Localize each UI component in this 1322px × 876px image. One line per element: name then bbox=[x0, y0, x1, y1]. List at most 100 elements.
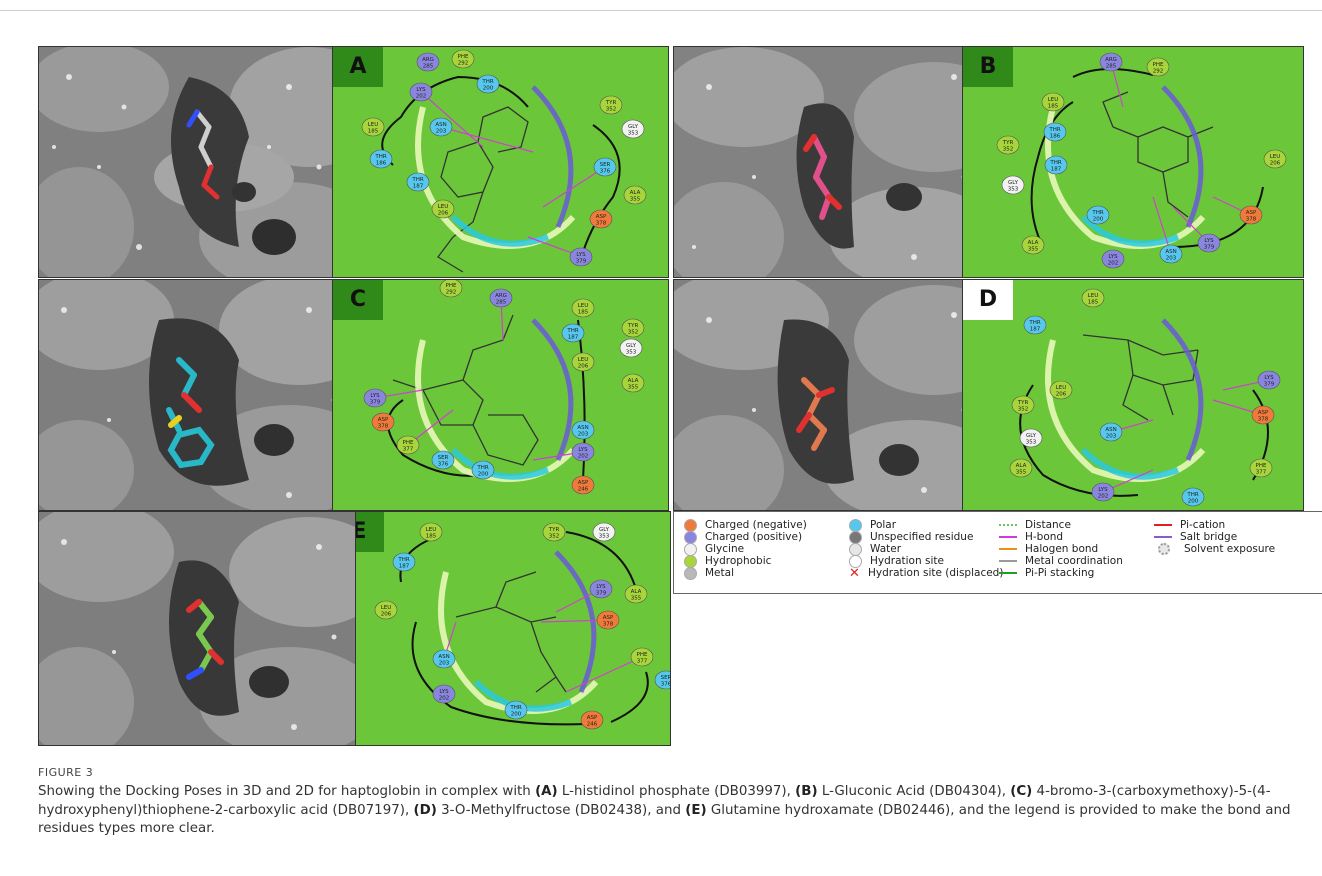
residue-code: ASN bbox=[1105, 427, 1116, 433]
residue-number: 202 bbox=[1098, 494, 1109, 500]
legend-item-interaction: H-bond bbox=[999, 531, 1063, 543]
residue-number: 187 bbox=[413, 184, 424, 190]
legend-item-residue: Water bbox=[849, 542, 901, 556]
panel-a-label: A bbox=[333, 47, 383, 87]
residue-number: 355 bbox=[1016, 470, 1027, 476]
panel-e-3d-pose bbox=[38, 511, 356, 746]
legend-line-icon bbox=[1154, 524, 1172, 526]
residue-number: 206 bbox=[578, 364, 589, 370]
residue-number: 352 bbox=[1018, 407, 1029, 413]
residue-number: 203 bbox=[439, 661, 450, 667]
legend-interaction-label: Pi-Pi stacking bbox=[1025, 567, 1095, 579]
residue-code: ASN bbox=[577, 425, 588, 431]
residue-code: THR bbox=[1028, 320, 1040, 326]
residue-number: 185 bbox=[578, 310, 589, 316]
residue-code: THR bbox=[1048, 127, 1060, 133]
residue-code: ALA bbox=[1028, 240, 1039, 246]
legend-residue-label: Hydrophobic bbox=[705, 555, 772, 567]
panel-a-3d-pose bbox=[38, 46, 356, 278]
residue-code: THR bbox=[509, 705, 521, 711]
residue-code: LEU bbox=[426, 527, 437, 533]
residue-code: GLY bbox=[628, 124, 639, 130]
legend-interaction-label: Halogen bond bbox=[1025, 543, 1099, 555]
residue-number: 200 bbox=[511, 712, 522, 718]
residue-number: 285 bbox=[423, 64, 434, 70]
residue-number: 355 bbox=[628, 385, 639, 391]
surface-render-e bbox=[39, 512, 355, 745]
legend-swatch-icon bbox=[684, 542, 697, 556]
residue-number: 355 bbox=[631, 596, 642, 602]
residue-code: LYS bbox=[370, 393, 380, 399]
residue-code: THR bbox=[566, 328, 578, 334]
legend-line-icon bbox=[999, 548, 1017, 550]
residue-number: 187 bbox=[399, 564, 410, 570]
residue-code: PHE bbox=[1256, 463, 1267, 469]
caption-text-b: L-Gluconic Acid (DB04304), bbox=[817, 784, 1011, 799]
residue-number: 206 bbox=[1056, 392, 1067, 398]
residue-number: 352 bbox=[606, 107, 617, 113]
residue-number: 200 bbox=[1188, 499, 1199, 505]
legend-interaction-label: Salt bridge bbox=[1180, 531, 1238, 543]
panel-e-2d-diagram: LEU 185 TYR 352 GLY 353 THR 187 LYS 379 ALA 355 LEU 2… bbox=[355, 511, 671, 746]
legend-item-interaction: Metal coordination bbox=[999, 555, 1123, 567]
residue-code: GLY bbox=[626, 343, 637, 349]
residue-code: ASP bbox=[587, 715, 598, 721]
residue-number: 379 bbox=[1204, 245, 1215, 251]
residue-code: SER bbox=[661, 675, 671, 681]
residue-number: 352 bbox=[549, 534, 560, 540]
residue-code: SER bbox=[600, 162, 611, 168]
residue-number: 355 bbox=[630, 197, 641, 203]
residue-code: ASN bbox=[438, 654, 449, 660]
panel-b-3d-pose bbox=[673, 46, 995, 278]
residue-number: 376 bbox=[438, 462, 449, 468]
residue-number: 187 bbox=[1030, 327, 1041, 333]
residue-number: 378 bbox=[603, 622, 614, 628]
legend-item-residue: Charged (negative) bbox=[684, 518, 807, 532]
surface-render-b bbox=[674, 47, 994, 277]
legend-line-icon bbox=[999, 536, 1017, 538]
residue-number: 203 bbox=[1166, 256, 1177, 262]
legend-swatch-icon bbox=[849, 518, 862, 532]
legend-residue-label: Charged (negative) bbox=[705, 519, 807, 531]
residue-number: 377 bbox=[403, 447, 414, 453]
residue-number: 352 bbox=[628, 330, 639, 336]
legend-residue-label: Charged (positive) bbox=[705, 531, 803, 543]
residue-code: THR bbox=[1186, 492, 1198, 498]
residue-code: LEU bbox=[1056, 385, 1067, 391]
legend-item-interaction: Halogen bond bbox=[999, 543, 1098, 555]
legend-line-icon bbox=[1154, 536, 1172, 538]
legend-residue-label: Hydration site (displaced) bbox=[868, 567, 1004, 579]
residue-code: LEU bbox=[381, 605, 392, 611]
legend-item-residue: Hydration site bbox=[849, 554, 944, 568]
legend: Charged (negative) Charged (positive) Glyc… bbox=[673, 511, 1322, 594]
residue-number: 246 bbox=[578, 487, 589, 493]
residue-code: THR bbox=[397, 557, 409, 563]
residue-code: ASN bbox=[435, 122, 446, 128]
residue-code: THR bbox=[481, 79, 493, 85]
residue-code: LEU bbox=[578, 357, 589, 363]
legend-item-residue: Metal bbox=[684, 566, 734, 580]
residue-code: LYS bbox=[596, 584, 606, 590]
surface-render-c bbox=[39, 280, 355, 510]
